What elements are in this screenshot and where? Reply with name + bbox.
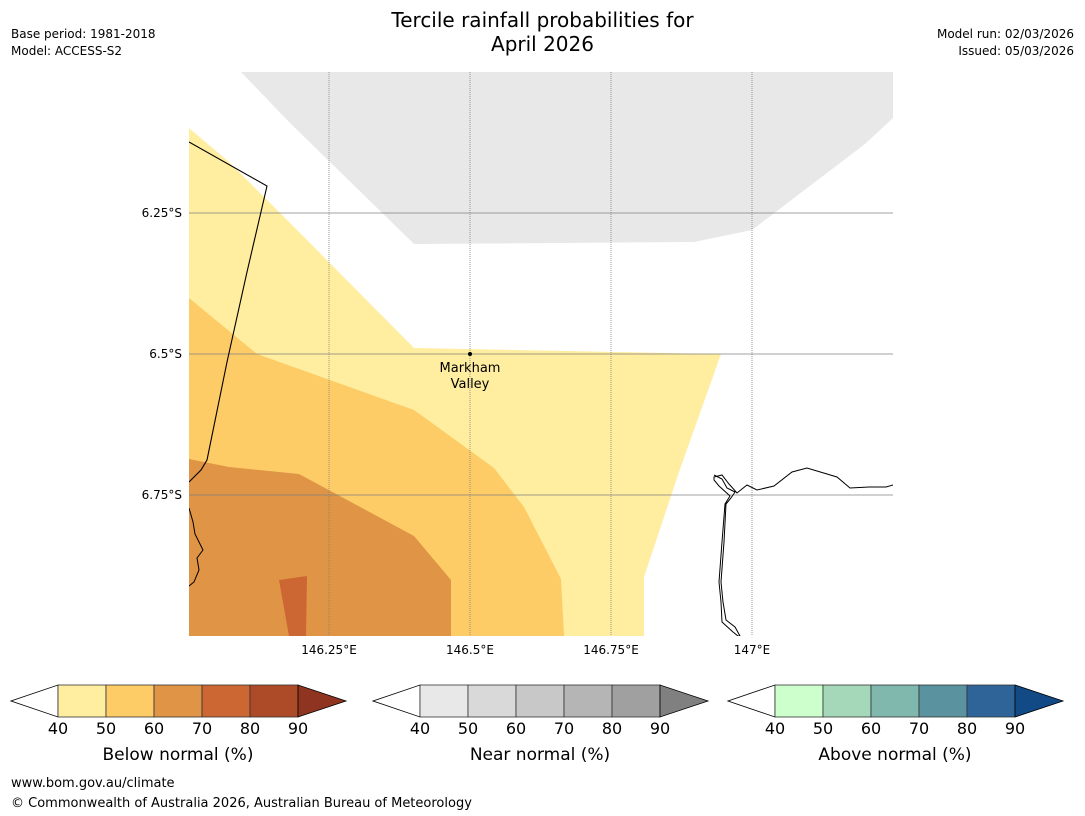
- colorbar-0-tick-90: 90: [287, 719, 309, 738]
- colorbar-1-tick-60: 60: [505, 719, 527, 738]
- colorbar-2-tick-40: 40: [764, 719, 786, 738]
- lon-label-147: 147°E: [733, 643, 771, 657]
- colorbar-0-high-extension: [297, 684, 348, 718]
- colorbar-1-segment-0: [419, 684, 469, 718]
- below-normal-60-70-region: [189, 459, 451, 636]
- colorbar-1-segment-3: [563, 684, 613, 718]
- issued-date: Issued: 05/03/2026: [958, 44, 1074, 58]
- colorbar-2-segment-3: [918, 684, 968, 718]
- below-normal-70-80-region: [279, 576, 307, 636]
- colorbar-0-tick-70: 70: [191, 719, 213, 738]
- meta-right: Model run: 02/03/2026 Issued: 05/03/2026: [937, 26, 1074, 60]
- lon-label-146-25: 146.25°E: [301, 643, 357, 657]
- map-panel: Markham Valley: [189, 72, 893, 636]
- lat-label-6-25: 6.25°S: [141, 206, 182, 220]
- colorbar-2-label: Above normal (%): [818, 745, 972, 765]
- colorbar-2-high-extension: [1014, 684, 1065, 718]
- markham-valley-marker: [468, 352, 472, 356]
- colorbar-2-segment-0: [774, 684, 824, 718]
- meta-left: Base period: 1981-2018 Model: ACCESS-S2: [11, 26, 156, 60]
- colorbar-1-tick-80: 80: [601, 719, 623, 738]
- colorbar-2-tick-70: 70: [908, 719, 930, 738]
- graticule: [189, 72, 893, 636]
- colorbar-1-segment-4: [611, 684, 661, 718]
- near-normal-40-50-region: [241, 72, 893, 244]
- colorbar-2-segment-1: [822, 684, 872, 718]
- colorbar-0-tick-50: 50: [95, 719, 117, 738]
- lat-label-6-5: 6.5°S: [149, 347, 182, 361]
- colorbar-2-tick-50: 50: [812, 719, 834, 738]
- colorbar-1-segment-2: [515, 684, 565, 718]
- colorbar-2-tick-90: 90: [1004, 719, 1026, 738]
- colorbar-1-high-extension: [659, 684, 710, 718]
- colorbar-0-segment-3: [201, 684, 251, 718]
- model-name: Model: ACCESS-S2: [11, 44, 123, 58]
- colorbar-0-segment-0: [57, 684, 107, 718]
- colorbar-1: [372, 684, 710, 718]
- colorbar-2-tick-80: 80: [956, 719, 978, 738]
- colorbar-0-tick-60: 60: [143, 719, 165, 738]
- colorbar-2: [727, 684, 1065, 718]
- colorbar-0-tick-80: 80: [239, 719, 261, 738]
- lon-label-146-5: 146.5°E: [446, 643, 494, 657]
- model-run: Model run: 02/03/2026: [936, 27, 1074, 41]
- colorbar-1-tick-50: 50: [457, 719, 479, 738]
- provincial-border: [189, 141, 268, 483]
- colorbar-0-segment-2: [153, 684, 203, 718]
- colorbar-1-low-extension: [372, 684, 421, 718]
- colorbar-2-segment-2: [870, 684, 920, 718]
- colorbar-0-tick-40: 40: [47, 719, 69, 738]
- colorbar-0: [10, 684, 348, 718]
- place-name-line-1: Markham: [440, 361, 501, 376]
- coastline-east: [713, 467, 893, 636]
- footer-url: www.bom.gov.au/climate: [11, 776, 175, 791]
- colorbar-1-tick-70: 70: [553, 719, 575, 738]
- title-line-1: Tercile rainfall probabilities for: [391, 8, 694, 32]
- colorbar-0-segment-1: [105, 684, 155, 718]
- colorbar-1-tick-90: 90: [649, 719, 671, 738]
- base-period: Base period: 1981-2018: [11, 27, 156, 41]
- chart-title: Tercile rainfall probabilities for April…: [0, 8, 1085, 56]
- colorbar-0-segment-4: [249, 684, 299, 718]
- place-name-line-2: Valley: [451, 377, 490, 392]
- footer-copyright: © Commonwealth of Australia 2026, Austra…: [11, 796, 472, 811]
- lon-label-146-75: 146.75°E: [583, 643, 639, 657]
- colorbar-1-label: Near normal (%): [469, 745, 611, 765]
- colorbar-2-tick-60: 60: [860, 719, 882, 738]
- colorbar-1-tick-40: 40: [409, 719, 431, 738]
- colorbar-0-label: Below normal (%): [102, 745, 254, 765]
- colorbar-1-segment-1: [467, 684, 517, 718]
- colorbar-2-segment-4: [966, 684, 1016, 718]
- colorbar-2-low-extension: [727, 684, 776, 718]
- colorbar-0-low-extension: [10, 684, 59, 718]
- coastline-west: [189, 507, 204, 587]
- lat-label-6-75: 6.75°S: [141, 488, 182, 502]
- title-line-2: April 2026: [491, 32, 594, 56]
